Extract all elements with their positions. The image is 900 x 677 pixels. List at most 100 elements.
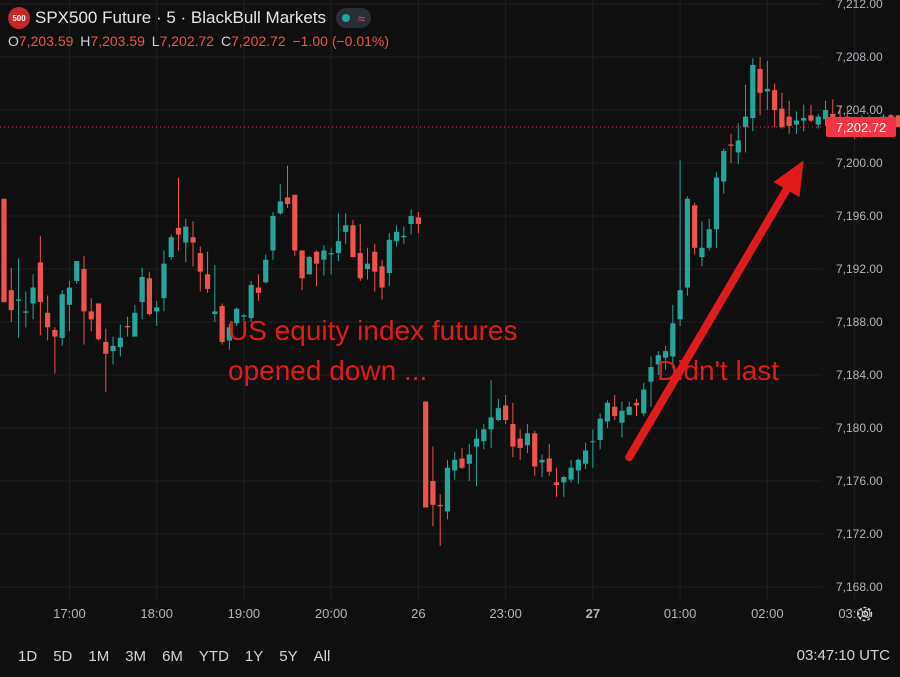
- candle-body: [212, 311, 218, 315]
- high-label: H: [80, 33, 91, 49]
- candle-body: [343, 225, 349, 232]
- x-tick-label: 20:00: [315, 606, 348, 621]
- candle-body: [793, 120, 800, 125]
- timeframe-3m[interactable]: 3M: [125, 647, 147, 665]
- candle-body: [154, 307, 160, 312]
- candle-body: [103, 341, 109, 354]
- timeframe-ytd[interactable]: YTD: [198, 647, 229, 665]
- candle-body: [175, 227, 182, 235]
- candle-body: [466, 454, 472, 464]
- candle-body: [59, 294, 65, 338]
- candle-body: [597, 418, 603, 440]
- ohlc-legend: O7,203.59 H7,203.59 L7,202.72 C7,202.72 …: [8, 33, 392, 49]
- candle-body: [510, 424, 516, 447]
- candle-body: [641, 389, 647, 414]
- timeframe-5y[interactable]: 5Y: [279, 647, 298, 665]
- candle-body: [539, 459, 545, 463]
- settings-gear-icon[interactable]: [856, 605, 874, 623]
- candle-body: [764, 88, 770, 92]
- timeframe-1m[interactable]: 1M: [88, 647, 110, 665]
- candle-body: [524, 433, 531, 446]
- candle-body: [452, 459, 458, 471]
- candle-body: [604, 402, 611, 422]
- candle-body: [37, 262, 43, 303]
- x-tick-label: 03:00: [838, 606, 871, 621]
- wave-icon: ≈: [358, 10, 366, 26]
- symbol-logo[interactable]: 500: [8, 7, 30, 29]
- candle-body: [786, 116, 792, 126]
- candle-body: [328, 253, 334, 255]
- y-tick-label: 7,184.00: [836, 368, 883, 382]
- candle-body: [684, 198, 690, 288]
- utc-clock[interactable]: 03:47:10 UTC: [796, 647, 890, 664]
- annotation-arrow-shaft: [625, 185, 791, 462]
- candle-body: [779, 108, 785, 128]
- candle-body: [357, 253, 363, 279]
- candle-body: [444, 467, 451, 512]
- annotation-text: opened down ...: [228, 355, 427, 386]
- candle-body: [52, 329, 58, 337]
- candle-body: [583, 450, 589, 464]
- candle-body: [822, 110, 829, 120]
- candle-body: [226, 327, 232, 341]
- candle-body: [270, 216, 276, 251]
- candle-body: [248, 284, 254, 319]
- timeframe-5d[interactable]: 5D: [53, 647, 73, 665]
- candle-body: [517, 438, 523, 448]
- candle-body: [808, 115, 814, 121]
- y-tick-label: 7,212.00: [836, 0, 883, 11]
- candle-body: [45, 312, 51, 328]
- y-tick-label: 7,192.00: [836, 262, 883, 276]
- candle-body: [633, 402, 640, 406]
- candle-body: [728, 144, 734, 146]
- candle-body: [161, 263, 167, 299]
- candle-body: [277, 201, 283, 214]
- low-value: 7,202.72: [159, 33, 215, 49]
- candle-body: [561, 477, 567, 483]
- timeframe-1y[interactable]: 1Y: [244, 647, 264, 665]
- symbol-title[interactable]: SPX500 Future · 5 · BlackBull Markets: [35, 8, 327, 27]
- candle-body: [74, 261, 80, 281]
- candle-body: [553, 482, 560, 485]
- y-tick-label: 7,188.00: [836, 315, 883, 329]
- candle-body: [742, 116, 749, 128]
- last-price-label: 7,202.72: [836, 120, 887, 135]
- y-tick-label: 7,180.00: [836, 421, 883, 435]
- candle-body: [314, 251, 320, 264]
- timeframe-all[interactable]: All: [313, 647, 331, 665]
- candle-body: [408, 216, 414, 224]
- candle-body: [139, 276, 145, 303]
- open-value: 7,203.59: [18, 33, 74, 49]
- candle-body: [306, 257, 312, 275]
- candle-body: [350, 225, 356, 258]
- candle-body: [132, 312, 138, 337]
- candle-body: [321, 250, 327, 260]
- last-price-tag: [826, 116, 896, 137]
- candle-body: [459, 458, 465, 468]
- x-tick-label: 26: [411, 606, 425, 621]
- market-status-pill[interactable]: ≈: [336, 8, 372, 28]
- y-tick-label: 7,176.00: [836, 474, 883, 488]
- candle-body: [481, 429, 487, 442]
- y-tick-label: 7,204.00: [836, 103, 883, 117]
- candle-body: [379, 266, 385, 288]
- low-label: L: [151, 33, 160, 49]
- candle-body: [437, 504, 443, 507]
- title-row: 500 SPX500 Future · 5 · BlackBull Market…: [8, 6, 392, 30]
- timeframe-6m[interactable]: 6M: [162, 647, 183, 665]
- candle-body: [364, 263, 371, 269]
- candle-body: [66, 287, 73, 305]
- candle-body: [372, 251, 378, 272]
- open-label: O: [8, 33, 19, 49]
- x-tick-label: 17:00: [53, 606, 86, 621]
- timeframe-1d[interactable]: 1D: [18, 647, 38, 665]
- candle-body: [568, 467, 574, 480]
- candle-body: [386, 239, 392, 273]
- candle-body: [263, 259, 269, 283]
- candle-body: [495, 408, 501, 421]
- candle-body: [15, 299, 22, 301]
- candle-body: [662, 351, 669, 358]
- candle-body: [415, 217, 421, 224]
